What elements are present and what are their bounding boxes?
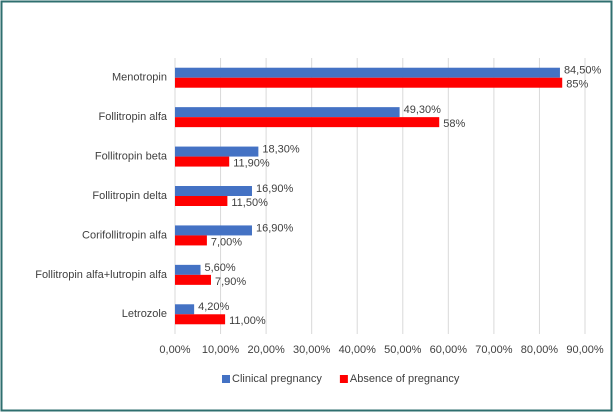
x-tick-label: 50,00% — [384, 344, 422, 356]
value-label: 58% — [443, 118, 465, 130]
bar — [175, 117, 440, 128]
value-label: 11,00% — [229, 315, 266, 327]
bar — [175, 274, 211, 285]
legend-swatch — [339, 375, 348, 383]
bar — [175, 107, 400, 118]
x-tick-label: 80,00% — [521, 344, 559, 356]
value-label: 5,60% — [205, 262, 236, 274]
y-tick-label: Follitropin beta — [95, 150, 168, 162]
bar — [175, 146, 259, 157]
bar — [175, 186, 252, 196]
value-label: 11,50% — [231, 197, 268, 209]
value-label: 7,00% — [211, 236, 242, 248]
value-label: 18,30% — [262, 143, 300, 155]
value-label: 85% — [566, 79, 588, 91]
bar — [175, 77, 563, 88]
value-label: 16,90% — [256, 222, 294, 234]
y-tick-label: Letrozole — [122, 308, 167, 320]
legend-label: Clinical pregnancy — [232, 373, 322, 385]
value-label: 4,20% — [198, 301, 229, 313]
value-label: 11,90% — [233, 157, 270, 169]
x-tick-label: 40,00% — [339, 344, 377, 356]
x-tick-label: 70,00% — [475, 344, 513, 356]
x-tick-label: 0,00% — [159, 344, 190, 356]
bar — [175, 225, 252, 236]
bar — [175, 314, 226, 325]
bar — [175, 235, 207, 246]
x-tick-label: 90,00% — [566, 344, 604, 356]
y-tick-label: Follitropin delta — [92, 190, 167, 202]
bar — [175, 196, 228, 206]
bar — [175, 156, 230, 167]
bar — [175, 264, 201, 275]
x-tick-label: 20,00% — [247, 344, 285, 356]
value-label: 84,50% — [564, 65, 602, 77]
x-tick-label: 10,00% — [202, 344, 240, 356]
y-tick-label: Follitropin alfa — [99, 111, 168, 123]
value-label: 16,90% — [256, 183, 294, 195]
legend-label: Absence of pregnancy — [350, 373, 460, 385]
bar — [175, 67, 560, 78]
y-tick-label: Follitropin alfa+lutropin alfa — [35, 269, 168, 281]
value-label: 49,30% — [404, 104, 442, 116]
x-tick-label: 60,00% — [430, 344, 468, 356]
x-tick-label: 30,00% — [293, 344, 331, 356]
y-tick-label: Menotropin — [112, 72, 167, 84]
legend-swatch — [222, 375, 230, 383]
value-label: 7,90% — [215, 276, 246, 288]
y-tick-label: Corifollitropin alfa — [82, 229, 168, 241]
bar — [175, 304, 195, 315]
